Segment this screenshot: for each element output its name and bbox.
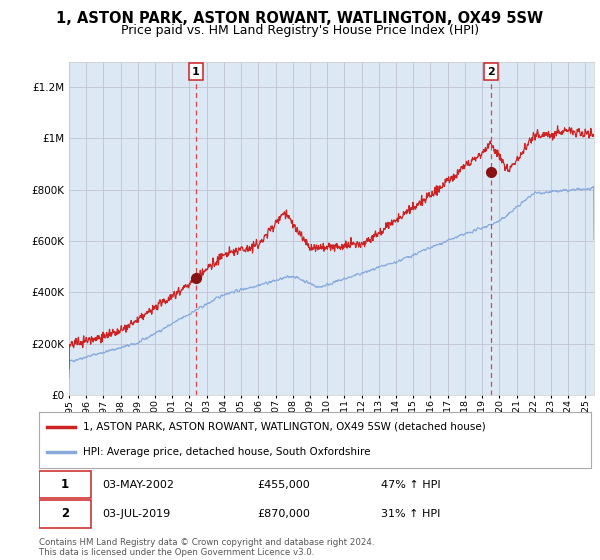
Text: 03-MAY-2002: 03-MAY-2002	[103, 479, 175, 489]
Text: 1: 1	[61, 478, 69, 491]
FancyBboxPatch shape	[39, 471, 91, 498]
Text: 47% ↑ HPI: 47% ↑ HPI	[381, 479, 441, 489]
Text: 1: 1	[191, 67, 199, 77]
FancyBboxPatch shape	[39, 500, 91, 528]
Text: 03-JUL-2019: 03-JUL-2019	[103, 508, 171, 519]
Text: Contains HM Land Registry data © Crown copyright and database right 2024.
This d: Contains HM Land Registry data © Crown c…	[39, 538, 374, 557]
Text: 31% ↑ HPI: 31% ↑ HPI	[381, 508, 440, 519]
Text: 2: 2	[487, 67, 494, 77]
Text: 1, ASTON PARK, ASTON ROWANT, WATLINGTON, OX49 5SW: 1, ASTON PARK, ASTON ROWANT, WATLINGTON,…	[56, 11, 544, 26]
Text: 2: 2	[61, 507, 69, 520]
Text: £870,000: £870,000	[257, 508, 310, 519]
Text: HPI: Average price, detached house, South Oxfordshire: HPI: Average price, detached house, Sout…	[83, 447, 371, 458]
Text: Price paid vs. HM Land Registry's House Price Index (HPI): Price paid vs. HM Land Registry's House …	[121, 24, 479, 36]
Text: 1, ASTON PARK, ASTON ROWANT, WATLINGTON, OX49 5SW (detached house): 1, ASTON PARK, ASTON ROWANT, WATLINGTON,…	[83, 422, 486, 432]
Text: £455,000: £455,000	[257, 479, 310, 489]
